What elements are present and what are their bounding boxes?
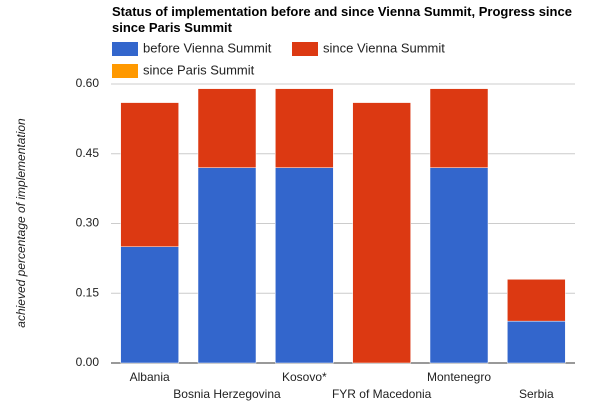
y-tick-label: 0.15 <box>76 285 100 299</box>
x-tick-label: Serbia <box>519 387 554 401</box>
x-tick-label: Kosovo* <box>282 370 327 384</box>
bar-segment <box>197 167 257 364</box>
legend-swatch <box>112 64 138 78</box>
bar-segment <box>507 320 566 364</box>
x-tick-label: Bosnia Herzegovina <box>173 387 281 401</box>
y-tick-label: 0.00 <box>76 355 100 369</box>
bar-segment <box>429 167 489 364</box>
bar-segment <box>275 167 334 364</box>
bar-segment <box>197 88 257 168</box>
legend-label: since Paris Summit <box>143 62 255 77</box>
bar-segment <box>429 88 489 168</box>
y-tick-label: 0.60 <box>76 76 100 90</box>
bar-segment <box>275 88 334 168</box>
x-tick-label: FYR of Macedonia <box>332 387 432 401</box>
legend-swatch <box>112 42 138 56</box>
legend-swatch <box>292 42 318 56</box>
x-tick-label: Albania <box>130 370 170 384</box>
y-tick-label: 0.45 <box>76 146 100 160</box>
legend-label: since Vienna Summit <box>323 40 445 55</box>
bar-segment <box>352 102 411 364</box>
bar-segment <box>507 279 566 322</box>
y-tick-label: 0.30 <box>76 216 100 230</box>
bar-segment <box>120 246 179 364</box>
y-axis-label: achieved percentage of implementation <box>14 118 28 328</box>
x-tick-label: Montenegro <box>427 370 491 384</box>
bar-segment <box>120 102 179 247</box>
legend-label: before Vienna Summit <box>143 40 272 55</box>
chart-title: Status of implementation before and sinc… <box>112 4 572 35</box>
